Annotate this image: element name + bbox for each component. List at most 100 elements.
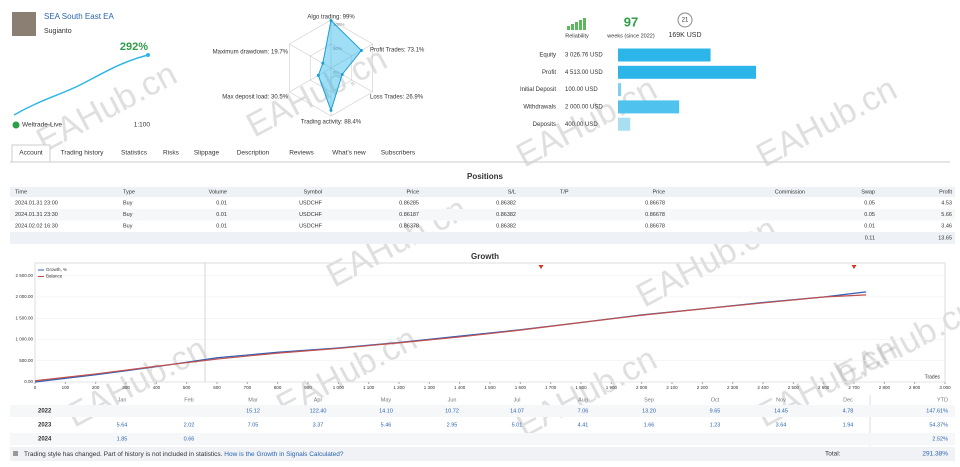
- tab[interactable]: Slippage: [194, 150, 220, 157]
- legend-label: Balance: [46, 274, 63, 279]
- broker[interactable]: Weltrade-Live: [22, 122, 62, 129]
- cell: 2024.02.02 16:30: [15, 223, 58, 229]
- row-bg: [10, 209, 955, 221]
- month-value: 1.85: [117, 436, 128, 442]
- month-value: 14.07: [510, 408, 524, 414]
- x-tick-label: 800: [274, 385, 282, 390]
- tab-active: [11, 144, 51, 163]
- cell: 5.66: [941, 212, 952, 218]
- balance-bar: [618, 100, 680, 114]
- growth-title: Growth: [471, 252, 499, 261]
- month-label: Aug: [578, 397, 588, 403]
- help-link[interactable]: How is the Growth in Signals Calculated?: [224, 451, 344, 458]
- y-tick-label: 2 500.00: [15, 273, 33, 278]
- x-tick-label: 2 400: [757, 385, 769, 390]
- x-tick-label: 1 600: [515, 385, 527, 390]
- x-tick-label: 1 000: [333, 385, 345, 390]
- column-header: Time: [15, 189, 27, 195]
- column-header: Volume: [209, 189, 227, 195]
- cell: 0.86187: [399, 212, 419, 218]
- radar-point: [329, 18, 333, 22]
- x-tick-label: 2 200: [697, 385, 709, 390]
- year: 2023: [38, 423, 52, 429]
- tab[interactable]: Subscribers: [381, 150, 416, 157]
- cell: 0.86378: [399, 223, 419, 229]
- month-label: Mar: [248, 397, 258, 403]
- balance-bar: [618, 117, 631, 131]
- radar-label: Maximum drawdown: 19.7%: [213, 50, 289, 56]
- x-tick-label: 900: [304, 385, 312, 390]
- cell: 0.01: [864, 223, 875, 229]
- month-label: Jun: [448, 397, 457, 403]
- cell: 0.86382: [496, 200, 516, 206]
- cell: 0.86678: [645, 223, 665, 229]
- x-tick-label: 2 800: [879, 385, 891, 390]
- tab[interactable]: Account: [19, 150, 43, 157]
- x-tick-label: 1 700: [545, 385, 557, 390]
- month-value: 5.46: [381, 422, 392, 428]
- month-value: 15.12: [246, 408, 260, 414]
- tab[interactable]: Trading history: [61, 150, 104, 157]
- cell: 3.46: [941, 223, 952, 229]
- year-row-bg: [10, 433, 955, 445]
- note: Trading style has changed. Part of histo…: [24, 451, 223, 458]
- sparkline-dot: [146, 53, 150, 57]
- balance-label: Profit: [542, 70, 556, 76]
- ytd-value: 147.61%: [926, 408, 948, 414]
- x-axis-label: Trades: [925, 374, 941, 380]
- balance-label: Withdrawals: [523, 104, 556, 110]
- x-tick-label: 2 300: [727, 385, 739, 390]
- month-label: Apr: [314, 397, 323, 403]
- ytd-value: 54.37%: [929, 422, 948, 428]
- tab[interactable]: Statistics: [121, 150, 148, 157]
- month-value: 10.72: [445, 408, 459, 414]
- month-value: 2.95: [447, 422, 458, 428]
- balance-bar: [618, 65, 756, 79]
- funds: 169K USD: [668, 32, 701, 39]
- y-tick-label: 0.00: [24, 379, 33, 384]
- cell: 2024.01.31 23:00: [15, 200, 58, 206]
- positions-title: Positions: [467, 172, 504, 181]
- cell: 0.01: [216, 200, 227, 206]
- table-header-bg: [10, 187, 955, 197]
- tab[interactable]: What's new: [332, 150, 366, 157]
- month-value: 1.66: [644, 422, 655, 428]
- month-label: Sep: [644, 397, 654, 403]
- tab[interactable]: Reviews: [289, 150, 314, 157]
- tab[interactable]: Risks: [163, 150, 180, 157]
- month-label: Oct: [711, 397, 720, 403]
- cell: 0.01: [216, 223, 227, 229]
- reliability-label: Reliability: [565, 33, 589, 39]
- month-value: 4.41: [578, 422, 589, 428]
- x-tick-label: 1 100: [363, 385, 375, 390]
- month-value: 2.02: [184, 422, 195, 428]
- weeks: 97: [624, 14, 638, 29]
- total-cell: 13.65: [938, 235, 952, 241]
- event-marker: [538, 265, 544, 269]
- month-label: Jul: [513, 397, 520, 403]
- cell: 0.05: [864, 200, 875, 206]
- author[interactable]: Sugianto: [44, 28, 72, 35]
- radar-ring-label: 100%: [333, 22, 345, 27]
- month-value: 3.37: [313, 422, 324, 428]
- radar-point: [359, 48, 363, 52]
- column-header: Commission: [775, 189, 805, 195]
- radar-axis: [289, 67, 332, 93]
- cell: 0.01: [216, 212, 227, 218]
- radar-label: Algo trading: 99%: [307, 15, 355, 21]
- x-tick-label: 2 000: [636, 385, 648, 390]
- month-value: 7.06: [578, 408, 589, 414]
- column-header: T/P: [560, 189, 569, 195]
- series-line: [34, 294, 867, 382]
- year-row-bg: [10, 405, 955, 417]
- watermark: EAHub.cn: [830, 290, 960, 395]
- y-tick-label: 500.00: [19, 358, 33, 363]
- cell: 0.86382: [496, 212, 516, 218]
- signal-title[interactable]: SEA South East EA: [44, 12, 114, 21]
- month-value: 13.20: [642, 408, 656, 414]
- x-tick-label: 1 800: [575, 385, 587, 390]
- x-tick-label: 2 100: [666, 385, 678, 390]
- tab[interactable]: Description: [237, 150, 270, 157]
- month-label: Dec: [843, 397, 853, 403]
